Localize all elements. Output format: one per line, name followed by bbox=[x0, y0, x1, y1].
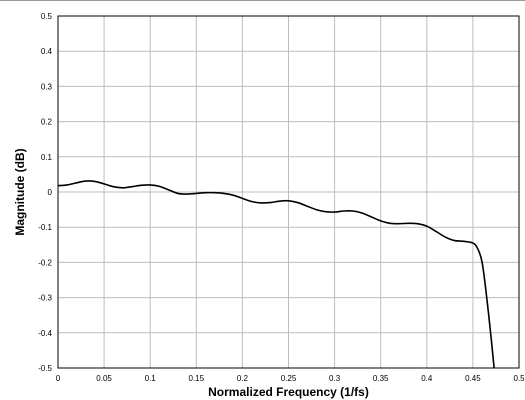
x-tick-label: 0.15 bbox=[189, 374, 205, 383]
y-tick-label: 0.3 bbox=[41, 82, 53, 91]
y-tick-label: 0.1 bbox=[41, 153, 53, 162]
x-tick-label: 0.35 bbox=[373, 374, 389, 383]
y-tick-label: -0.3 bbox=[38, 294, 52, 303]
grid-lines bbox=[58, 16, 519, 368]
x-axis-label: Normalized Frequency (1/fs) bbox=[208, 385, 369, 399]
y-axis-label: Magnitude (dB) bbox=[13, 148, 27, 235]
y-tick-label: 0.2 bbox=[41, 118, 53, 127]
x-tick-label: 0.5 bbox=[513, 374, 525, 383]
x-tick-label: 0.45 bbox=[465, 374, 481, 383]
frame-top-border bbox=[0, 0, 525, 1]
x-tick-labels: 0 0.05 0.1 0.15 0.2 0.25 0.3 0.35 0.4 0.45 0.5 bbox=[56, 374, 525, 383]
y-tick-label: -0.4 bbox=[38, 329, 52, 338]
x-tick-label: 0.3 bbox=[329, 374, 341, 383]
x-tick-label: 0.05 bbox=[96, 374, 112, 383]
x-tick-label: 0.1 bbox=[145, 374, 157, 383]
y-tick-label: -0.5 bbox=[38, 364, 52, 373]
y-tick-label: 0.4 bbox=[41, 47, 53, 56]
x-tick-label: 0 bbox=[56, 374, 61, 383]
x-tick-label: 0.4 bbox=[421, 374, 433, 383]
y-tick-label: -0.1 bbox=[38, 223, 52, 232]
series-line bbox=[57, 180, 495, 369]
y-tick-label: 0.5 bbox=[41, 12, 53, 21]
plot-area bbox=[57, 15, 520, 369]
y-tick-labels: 0.5 0.4 0.3 0.2 0.1 0 -0.1 -0.2 -0.3 -0.4 -0.5 bbox=[38, 12, 52, 373]
x-tick-label: 0.25 bbox=[281, 374, 297, 383]
y-tick-label: 0 bbox=[48, 188, 53, 197]
y-tick-label: -0.2 bbox=[38, 258, 52, 267]
x-tick-label: 0.2 bbox=[237, 374, 249, 383]
